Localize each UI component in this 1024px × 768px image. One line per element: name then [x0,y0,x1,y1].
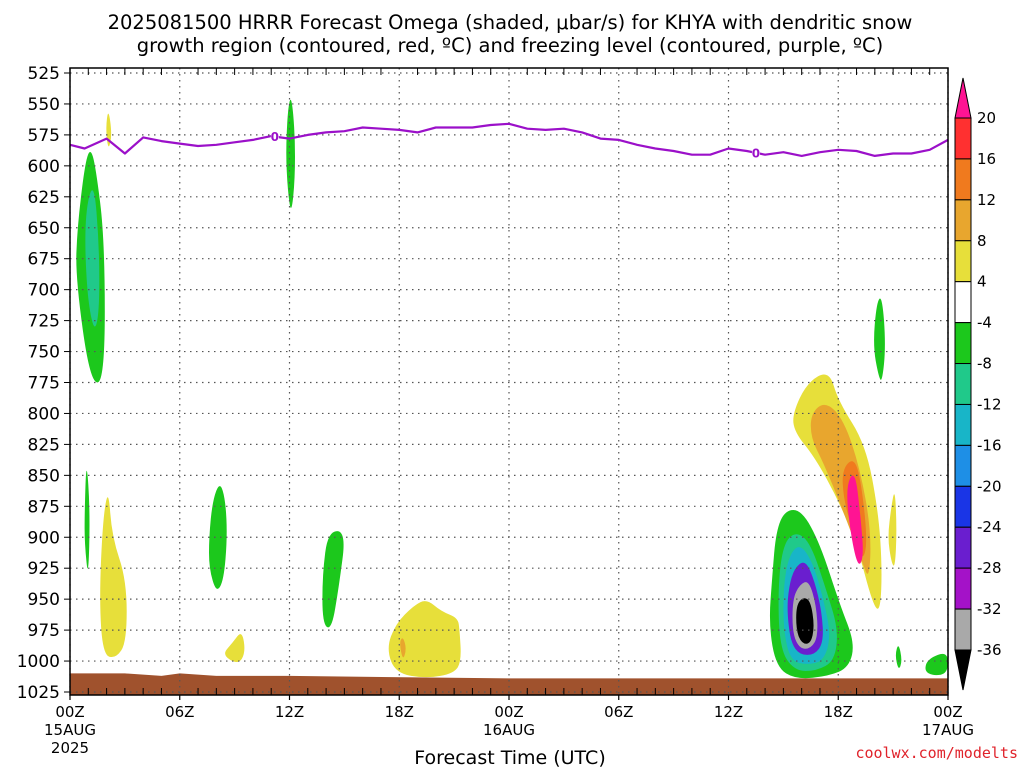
colorbar-label-10: -24 [977,518,1002,536]
y-tick-label-15: 900 [28,528,60,548]
y-tick-label-6: 675 [28,250,60,270]
colorbar-swatch-10 [954,485,972,528]
colorbar-swatch-8 [954,403,972,446]
y-tick-label-16: 925 [28,559,60,579]
colorbar-label-4: 4 [977,273,987,291]
colorbar-label-2: 12 [977,191,996,209]
colorbar-swatch-13 [954,608,972,651]
colorbar-swatch-7 [954,363,972,405]
y-tick-label-19: 1000 [17,652,60,672]
colorbar-swatch-3 [954,199,972,242]
x-tick-label-7: 18Z [824,703,853,721]
omega-region-8 [322,531,344,628]
colorbar-swatch-9 [954,444,972,487]
colorbar: 20 16 12 8 4 -4 -8 -12 -16 -20 -24 -28 -32 -36 [954,77,1002,691]
x-tick-date-8: 17AUG [922,721,974,739]
y-tick-label-2: 575 [28,126,60,146]
y-tick-label-3: 600 [28,157,60,177]
x-tick-label-8: 00Z [933,703,962,721]
colorbar-label-1: 16 [977,150,996,168]
y-tick-label-18: 975 [28,621,60,641]
y-tick-label-12: 825 [28,435,60,455]
freezing-level-line [69,122,949,157]
colorbar-label-6: -8 [977,355,992,373]
omega-region-2 [286,99,295,208]
ground-layer [70,673,948,695]
colorbar-label-9: -20 [977,477,1002,495]
omega-region-7 [225,634,245,663]
x-tick-label-1: 06Z [165,703,194,721]
colorbar-label-0: 20 [977,109,996,127]
freezing-label-bg-1 [751,146,760,159]
y-tick-label-4: 625 [28,188,60,208]
colorbar-bottom-arrow [954,649,972,691]
colorbar-label-7: -12 [977,395,1002,413]
colorbar-swatch-5 [954,281,972,324]
x-tick-label-6: 12Z [714,703,743,721]
x-tick-year-0: 2025 [51,739,89,757]
grid-lines [69,68,949,695]
colorbar-swatch-4 [954,240,972,283]
x-tick-date-0: 15AUG [44,721,96,739]
colorbar-swatch-11 [954,526,972,569]
colorbar-label-3: 8 [977,232,987,250]
x-tick-label-3: 18Z [385,703,414,721]
x-tick-date-4: 16AUG [483,721,535,739]
omega-region-9 [388,601,461,678]
colorbar-label-11: -28 [977,559,1002,577]
colorbar-swatch-1 [954,117,972,160]
colorbar-top-arrow [954,77,972,119]
freezing-level-label-0: 0 [271,130,279,144]
x-tick-label-4: 00Z [494,703,523,721]
omega-region-23 [895,646,902,668]
y-tick-label-1: 550 [28,95,60,115]
y-tick-label-14: 875 [28,497,60,517]
omega-region-19 [796,598,814,644]
y-tick-label-13: 850 [28,466,60,486]
ground-surface [70,673,948,695]
y-tick-label-5: 650 [28,219,60,239]
colorbar-swatch-6 [954,322,972,365]
omega-region-13 [847,475,863,564]
freezing-label-bg-0 [270,130,279,143]
omega-region-4 [84,470,90,569]
colorbar-swatch-2 [954,158,972,201]
y-axis: 525 550 575 600 625 650 675 700 725 750 775 800 825 8… [17,64,70,703]
y-tick-label-8: 725 [28,312,60,332]
x-axis-label: Forecast Time (UTC) [414,747,605,768]
x-tick-label-5: 06Z [604,703,633,721]
omega-region-24 [400,638,406,658]
colorbar-label-13: -36 [977,641,1002,659]
omega-region-20 [888,494,897,566]
freezing-level-contour: 00 [69,122,949,160]
y-tick-label-7: 700 [28,281,60,301]
y-tick-label-17: 950 [28,590,60,610]
omega-region-1 [85,190,100,327]
y-tick-label-11: 800 [28,404,60,424]
colorbar-label-8: -16 [977,436,1002,454]
omega-fills [76,99,948,679]
omega-region-6 [209,486,227,589]
y-tick-label-10: 775 [28,374,60,394]
y-tick-label-9: 750 [28,343,60,363]
credit-text: coolwx.com/modelts [855,744,1018,762]
freezing-level-label-1: 0 [752,146,760,160]
colorbar-label-5: -4 [977,314,992,332]
x-tick-label-0: 00Z [55,703,84,721]
omega-region-22 [925,653,948,676]
y-tick-label-20: 1025 [17,683,60,703]
chart-title-line1: 2025081500 HRRR Forecast Omega (shaded, … [108,11,913,34]
colorbar-swatch-12 [954,567,972,610]
colorbar-label-12: -32 [977,600,1002,618]
chart-title-line2: growth region (contoured, red, ºC) and f… [137,34,884,57]
omega-region-21 [874,298,885,380]
x-tick-label-2: 12Z [275,703,304,721]
y-tick-label-0: 525 [28,64,60,84]
